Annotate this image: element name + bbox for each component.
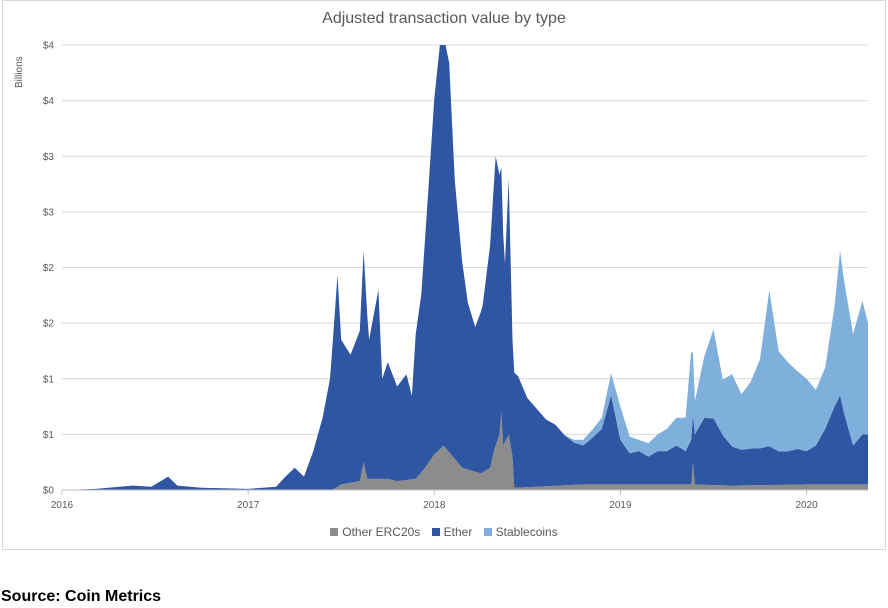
y-tick-label-5: $3	[43, 207, 55, 218]
chart-frame	[2, 0, 886, 550]
y-tick-label-7: $4	[43, 96, 55, 107]
area-series-ether	[62, 45, 868, 490]
x-tick-label-1: 2017	[237, 500, 260, 511]
y-tick-label-0: $0	[43, 486, 55, 497]
source-note: Source: Coin Metrics	[1, 588, 162, 605]
legend-label-stable: Stablecoins	[495, 525, 558, 539]
y-tick-label-8: $4	[43, 41, 55, 52]
x-tick-label-3: 2019	[609, 500, 632, 511]
y-tick-label-6: $3	[43, 152, 55, 163]
y-tick-label-1: $1	[43, 430, 55, 441]
area-series-other-erc20s	[62, 412, 868, 490]
x-tick-label-0: 2016	[51, 500, 74, 511]
y-tick-label-4: $2	[43, 263, 55, 274]
legend-swatch-stable	[483, 528, 492, 536]
legend-label-ether: Ether	[443, 525, 473, 539]
legend-swatch-other	[330, 528, 339, 536]
chart-svg: $0 $1 $1 $2 $2 $3 $3 $4 $4 2016 2017 2018 2019 2020	[43, 41, 868, 511]
legend-swatch-ether	[431, 528, 440, 536]
x-tick-label-2: 2018	[423, 500, 446, 511]
x-tick-label-4: 2020	[795, 500, 818, 511]
y-tick-label-3: $2	[43, 319, 55, 330]
legend-item-other: Other ERC20s	[330, 525, 420, 539]
legend-label-other: Other ERC20s	[342, 525, 421, 539]
chart-title: Adjusted transaction value by type	[322, 10, 566, 27]
area-series-stablecoins	[62, 45, 868, 490]
y-axis-unit-label: Billions	[14, 56, 25, 88]
legend-item-ether: Ether	[431, 525, 473, 539]
legend-item-stable: Stablecoins	[483, 525, 558, 539]
y-tick-label-2: $1	[43, 374, 55, 385]
legend: Other ERC20s Ether Stablecoins	[0, 525, 888, 539]
